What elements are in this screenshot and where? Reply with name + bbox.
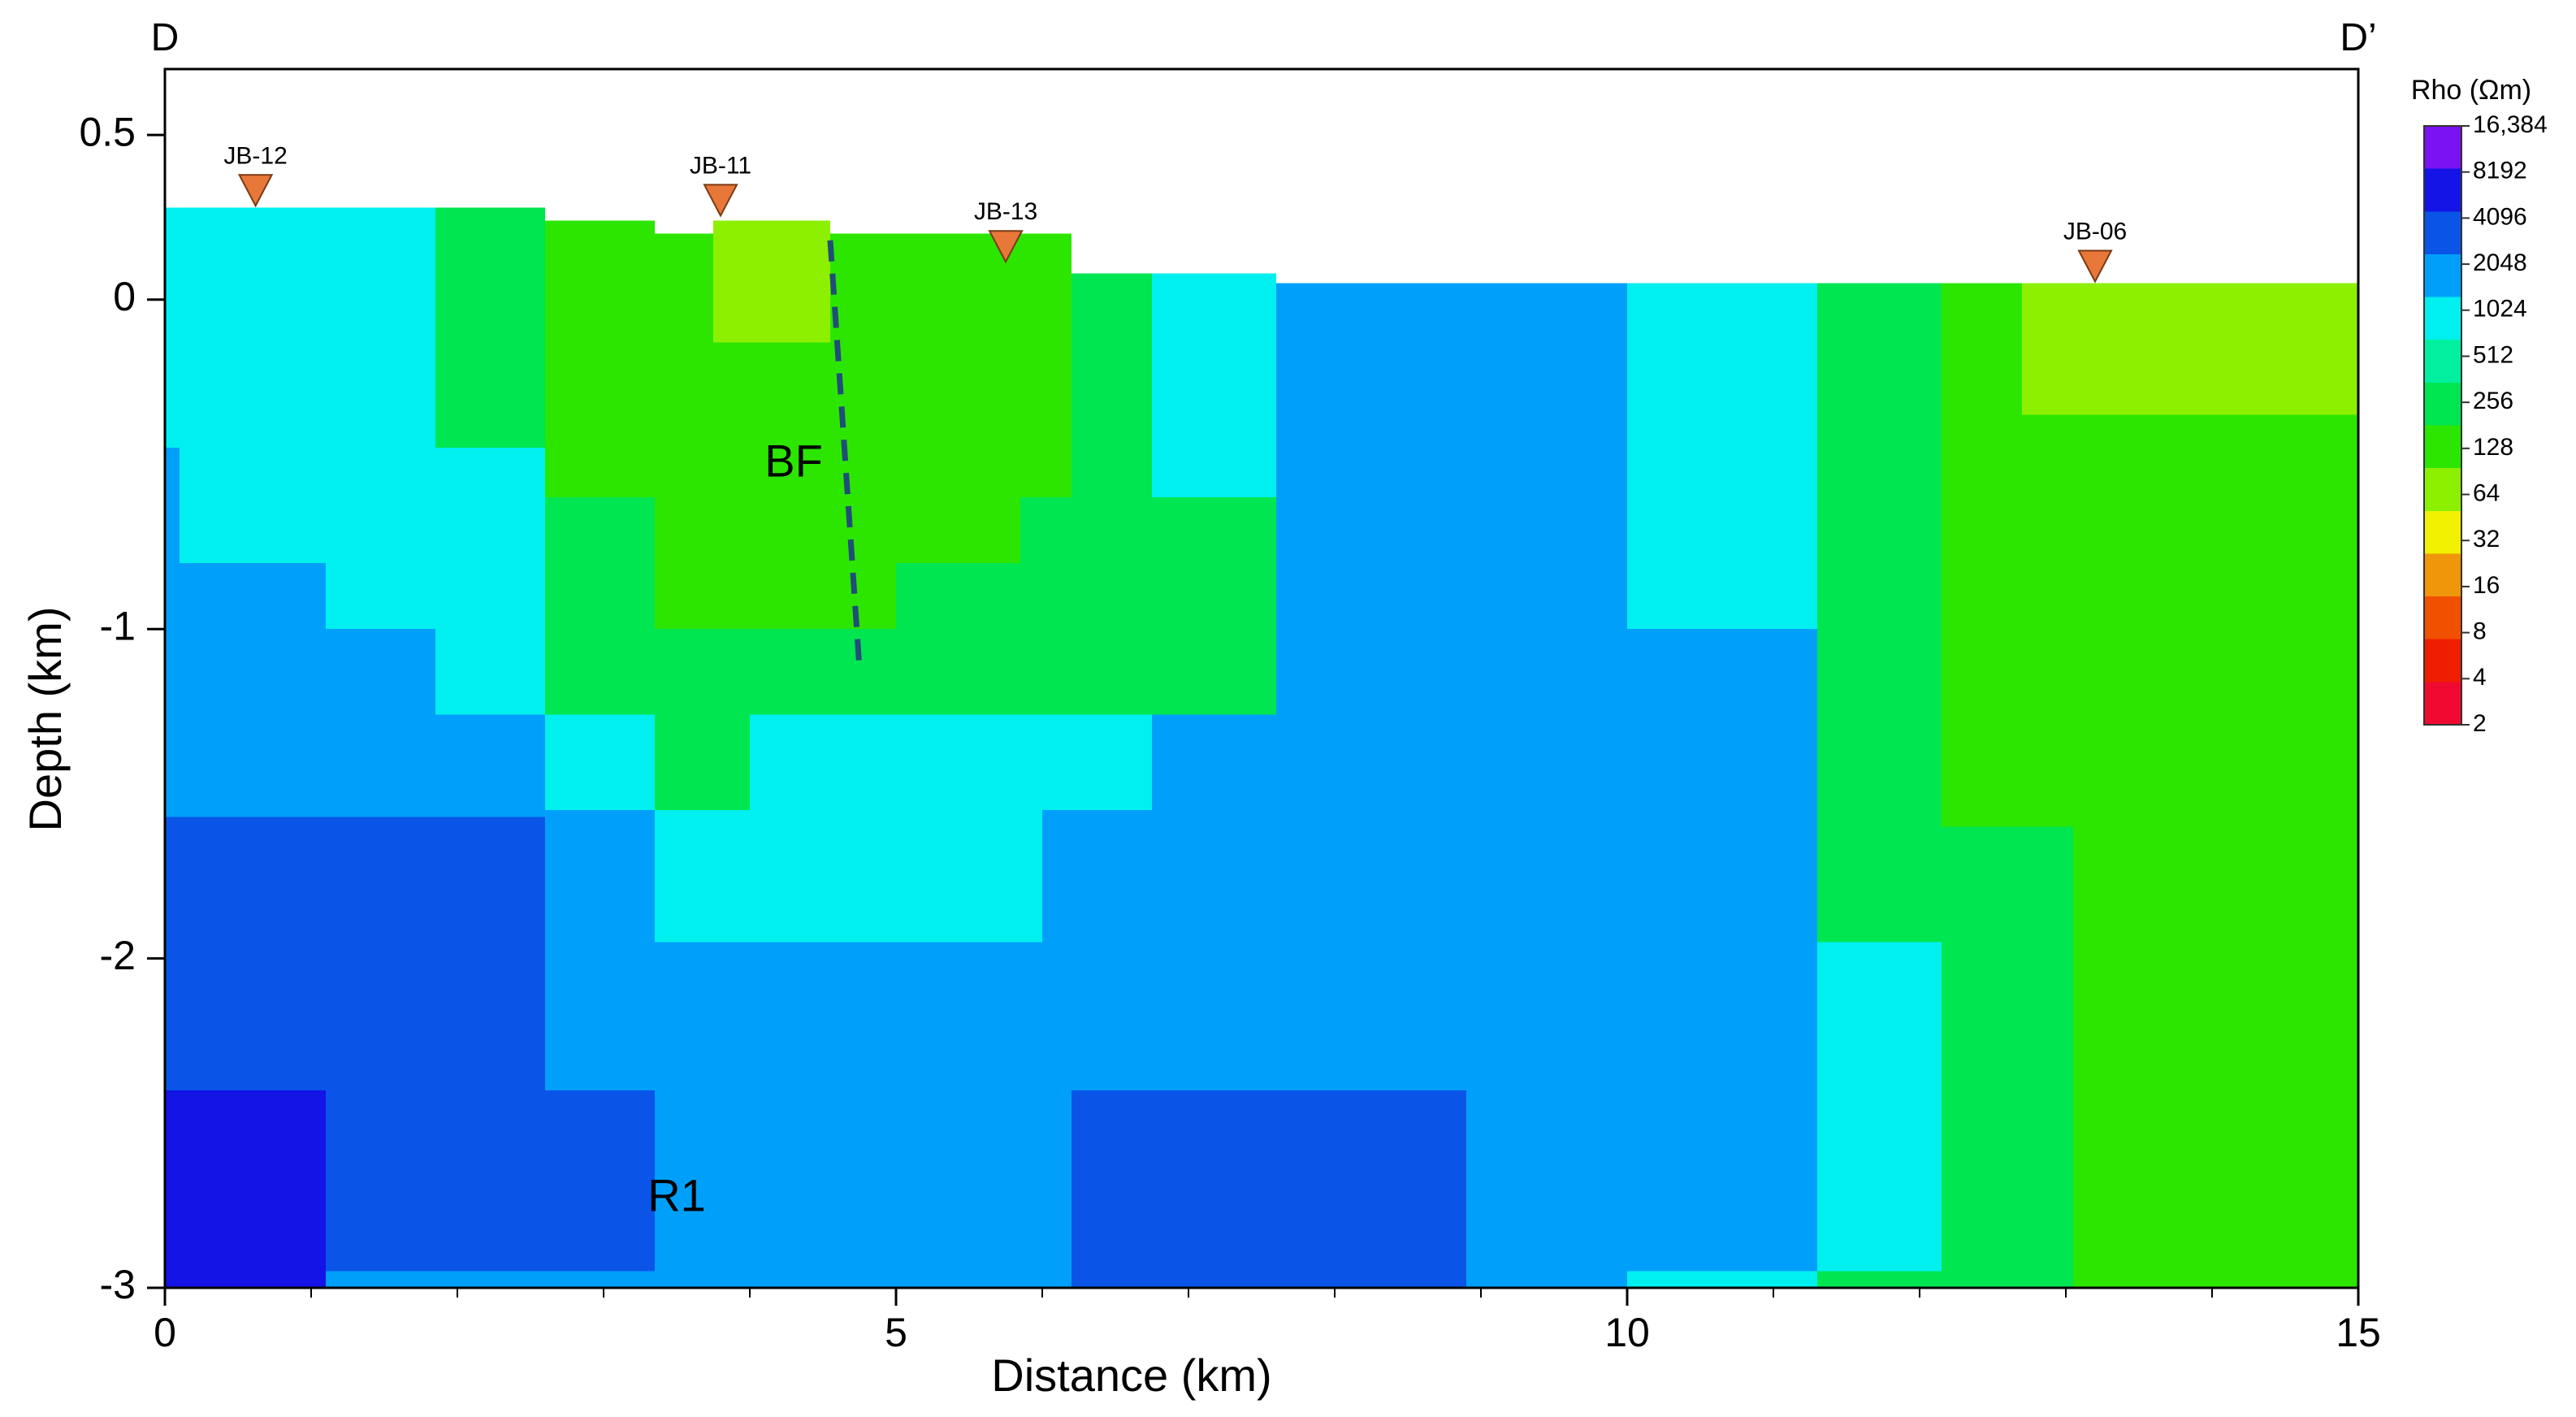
colorbar-swatch: [2424, 211, 2461, 255]
model-cell: [655, 810, 750, 942]
colorbar-label: 8: [2473, 618, 2487, 645]
model-cell: [750, 714, 1042, 942]
y-tick-label: -2: [100, 933, 136, 978]
colorbar-label: 2: [2473, 710, 2487, 737]
colorbar-swatch: [2424, 126, 2461, 170]
model-cell: [165, 1090, 326, 1288]
corner-label-right: D’: [2340, 16, 2376, 59]
colorbar-swatch: [2424, 254, 2461, 298]
colorbar-label: 32: [2473, 526, 2500, 552]
station-marker: [988, 230, 1024, 264]
model-cell: [1817, 942, 1942, 1272]
x-tick-label: 15: [2336, 1310, 2381, 1355]
colorbar-title: Rho (Ωm): [2411, 75, 2531, 106]
colorbar-swatch: [2424, 425, 2461, 469]
station-label: JB-13: [974, 198, 1037, 225]
fault-line: [827, 240, 863, 670]
model-cell: [2022, 283, 2358, 415]
region-label: BF: [764, 435, 823, 486]
model-cell: [896, 497, 1020, 564]
colorbar-swatch: [2424, 168, 2461, 212]
colorbar-frame: [2423, 125, 2462, 726]
colorbar-swatch: [2424, 382, 2461, 426]
colorbar-label: 4096: [2473, 203, 2527, 230]
colorbar-swatch: [2424, 340, 2461, 384]
model-cell: [655, 497, 896, 630]
colorbar-label: 64: [2473, 479, 2500, 506]
model-cell: [1942, 826, 2073, 1288]
colorbar-swatch: [2424, 297, 2461, 340]
y-tick-label: 0.5: [79, 109, 136, 154]
model-cell: [165, 207, 435, 448]
colorbar-label: 2048: [2473, 249, 2527, 276]
station-marker: [2077, 249, 2113, 284]
colorbar-label: 128: [2473, 434, 2513, 461]
colorbar-label: 16,384: [2473, 111, 2548, 138]
y-tick-label: 0: [113, 274, 136, 319]
colorbar-swatch: [2424, 596, 2461, 640]
x-tick-label: 0: [154, 1310, 176, 1355]
model-cell: [1072, 1090, 1466, 1288]
colorbar-swatch: [2424, 682, 2461, 726]
plot-frame: [163, 67, 2360, 1289]
colorbar-swatch: [2424, 553, 2461, 597]
region-label: R1: [647, 1169, 706, 1220]
model-cell: [165, 817, 545, 1090]
station-label: JB-12: [223, 142, 287, 169]
model-cell: [655, 714, 750, 811]
model-cell: [435, 629, 545, 715]
model-cell: [1072, 273, 1152, 498]
station-marker: [237, 174, 274, 208]
model-cell: [326, 448, 545, 630]
y-axis-title: Depth (km): [19, 607, 71, 832]
x-axis-title: Distance (km): [991, 1350, 1271, 1401]
model-cell: [1627, 1271, 1817, 1288]
y-tick-label: -3: [100, 1262, 136, 1307]
x-tick-label: 10: [1604, 1310, 1650, 1355]
colorbar: 16,384 8192 4096 2048 1024 512 256 128 64 32 16 8 4 2…: [2411, 75, 2548, 737]
y-tick-label: -1: [100, 603, 136, 648]
overlays: JB-12 JB-11 JB-13 JB-06 BF R1: [223, 142, 2127, 1220]
model-cells: [165, 207, 2358, 1288]
model-cell: [435, 207, 545, 448]
colorbar-label: 512: [2473, 341, 2513, 368]
x-tick-label: 5: [885, 1310, 907, 1355]
colorbar-swatch: [2424, 468, 2461, 512]
station-label: JB-06: [2063, 219, 2127, 245]
colorbar-label: 4: [2473, 664, 2487, 691]
colorbar-label: 256: [2473, 388, 2513, 414]
colorbar-swatch: [2424, 639, 2461, 682]
model-cell: [1042, 714, 1152, 811]
station-marker: [703, 184, 738, 218]
colorbar-label: 8192: [2473, 158, 2527, 184]
model-cell: [1627, 283, 1817, 630]
colorbar-label: 16: [2473, 572, 2500, 599]
station-label: JB-11: [690, 152, 751, 179]
colorbar-label: 1024: [2473, 296, 2527, 323]
colorbar-swatch: [2424, 510, 2461, 554]
corner-label-left: D: [151, 16, 180, 59]
axes: 0 5 10 15 0.5 0 -1 -2 -3 Distance (km) Depth (km) D…: [19, 16, 2381, 1401]
model-cell: [545, 220, 655, 498]
model-cell: [713, 220, 830, 343]
